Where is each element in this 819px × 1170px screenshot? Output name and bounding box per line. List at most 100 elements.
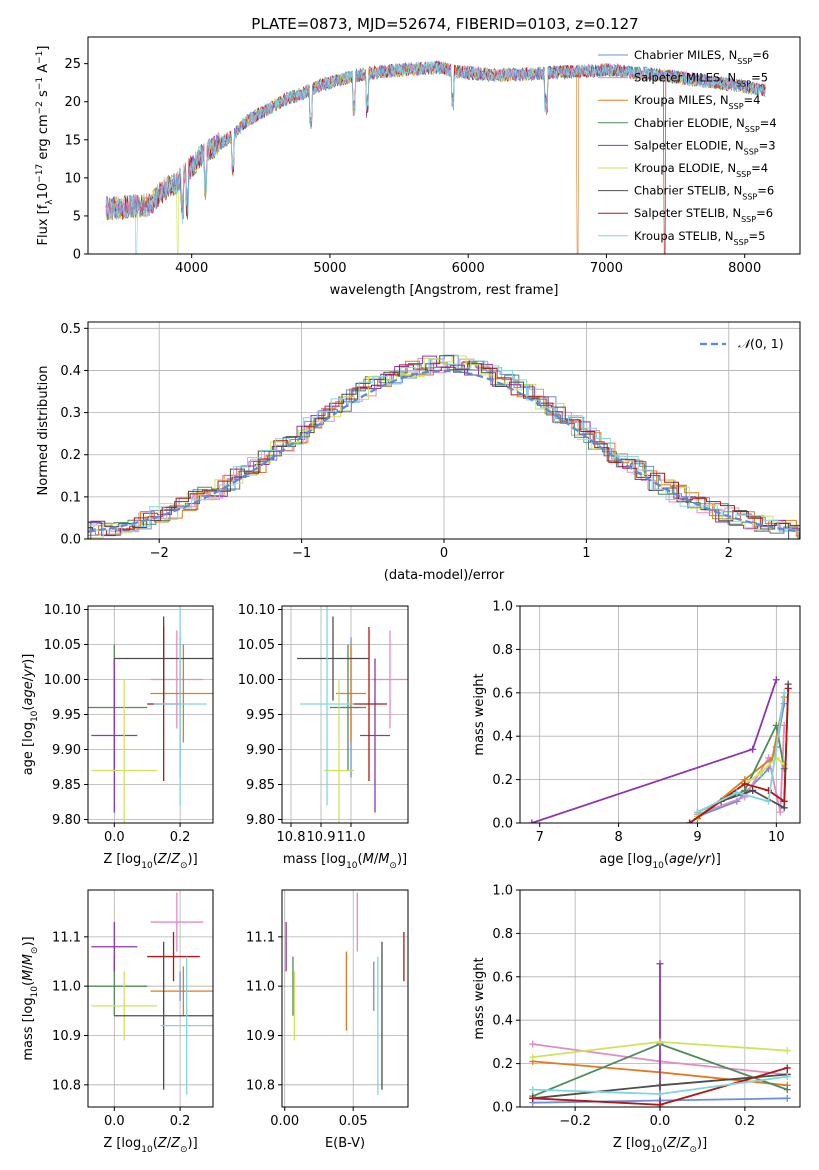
- x-axis-label: age [log10(age/yr)]: [599, 852, 721, 871]
- series-marker: [529, 1053, 537, 1061]
- data-point: [150, 644, 213, 743]
- label-part: Z: [170, 1136, 181, 1151]
- gridlines: [520, 605, 800, 824]
- label-part: M: [21, 970, 36, 981]
- label-part: 10: [30, 986, 40, 998]
- legend-suffix: =5: [751, 71, 768, 85]
- histogram-series: [88, 360, 800, 536]
- y-tick-label: 5: [73, 209, 81, 224]
- label-part: /: [167, 1136, 172, 1151]
- label-part: (: [153, 1136, 158, 1151]
- label-part: age: [669, 852, 693, 867]
- label-part: /: [167, 852, 172, 867]
- label-part: age [log: [599, 852, 652, 867]
- label-part: )]: [697, 1136, 707, 1151]
- series-marker: [656, 1101, 664, 1107]
- legend-entry: Kroupa STELIB, NSSP=5: [634, 229, 765, 247]
- series-marker: [529, 1086, 537, 1094]
- series-marker: [776, 808, 784, 816]
- spectrum-line: [105, 60, 766, 254]
- label-part: Z [log: [613, 1136, 651, 1151]
- label-part: (: [153, 852, 158, 867]
- x-tick-label: 0.0: [104, 830, 125, 845]
- legend-text: (0, 1): [750, 336, 784, 351]
- data-point: [91, 971, 158, 1041]
- x-tick-label: 1: [582, 546, 590, 561]
- label-part: ⊙: [389, 861, 397, 871]
- axes-frame: [87, 36, 801, 255]
- data-point: [150, 892, 204, 952]
- axes-spectrum: 4000 5000 6000 7000 8000 0 5 10 15 20 25 wavelength…: [35, 36, 801, 298]
- label-part: Z [log: [103, 852, 141, 867]
- y-tick-label: 0.4: [492, 730, 513, 745]
- y-tick-label: 0.0: [492, 817, 513, 832]
- label-part: Z [log: [103, 1136, 141, 1151]
- y-tick-label: 9.95: [52, 708, 81, 723]
- y-tick-label: 0.4: [60, 364, 81, 379]
- y-tick-label: 11.0: [246, 980, 275, 995]
- label-part: )]: [21, 654, 36, 664]
- legend-suffix: =4: [760, 116, 777, 130]
- data-point: [114, 941, 213, 1090]
- series-marker: [783, 1047, 791, 1055]
- series-marker: [749, 786, 757, 794]
- x-tick-label: 10.8: [277, 830, 306, 845]
- legend-text: Kroupa STELIB, N: [634, 229, 734, 243]
- data-point: [351, 627, 387, 781]
- legend-subscript: SSP: [742, 192, 757, 201]
- label-part: yr: [21, 662, 36, 678]
- label-part: 10: [30, 710, 40, 722]
- y-tick-label: 11.0: [52, 980, 81, 995]
- axes-frame: [281, 889, 409, 1108]
- series-marker: [529, 1040, 537, 1048]
- y-tick-label: 9.85: [52, 778, 81, 793]
- label-part: )]: [21, 936, 36, 946]
- x-tick-label: 0.2: [735, 1114, 756, 1129]
- legend-suffix: =6: [756, 206, 773, 220]
- spectrum-line: [105, 61, 766, 254]
- label-part: −2: [35, 101, 45, 114]
- x-tick-label: 2: [725, 546, 733, 561]
- data-point: [297, 616, 369, 701]
- legend-entry: Chabrier MILES, NSSP=6: [634, 48, 769, 66]
- y-tick-label: 0.0: [492, 1101, 513, 1116]
- y-axis-label: mass [log10(M/M⊙)]: [21, 936, 40, 1060]
- label-part: )]: [711, 852, 721, 867]
- y-axis-label: mass weight: [472, 673, 487, 755]
- x-axis-label: Z [log10(Z/Z⊙)]: [103, 1136, 197, 1155]
- label-part: Z: [680, 1136, 691, 1151]
- legend-suffix: =3: [759, 138, 776, 152]
- x-tick-label: 0.05: [339, 1114, 368, 1129]
- y-tick-label: 0.1: [60, 490, 81, 505]
- legend-subscript: SSP: [736, 170, 751, 179]
- series-marker: [783, 1064, 791, 1072]
- series-marker: [733, 789, 741, 797]
- label-part: A: [36, 64, 51, 77]
- label-part: Z: [170, 852, 181, 867]
- label-part: M: [21, 954, 36, 965]
- data-point: [360, 658, 390, 813]
- legend-text: Chabrier STELIB, N: [634, 184, 742, 198]
- x-tick-label: 8: [614, 830, 622, 845]
- data-point: [330, 644, 366, 771]
- series-marker: [757, 769, 765, 777]
- label-part: −1: [35, 77, 45, 90]
- x-tick-label: 0.0: [104, 1114, 125, 1129]
- legend-entry: Chabrier ELODIE, NSSP=4: [634, 116, 777, 134]
- legend-subscript: SSP: [744, 147, 759, 156]
- y-tick-label: 10.05: [44, 638, 81, 653]
- data-point: [150, 630, 204, 729]
- plot-area: [88, 892, 213, 1095]
- label-part: /: [21, 676, 36, 681]
- x-tick-label: 7: [536, 830, 544, 845]
- legend-text: Chabrier MILES, N: [634, 48, 737, 62]
- legend-subscript: SSP: [734, 237, 749, 246]
- y-tick-label: 10.10: [238, 603, 275, 618]
- label-part: −1: [35, 51, 45, 64]
- histogram-series: [88, 357, 800, 533]
- legend-suffix: =6: [757, 184, 774, 198]
- x-tick-label: 4000: [175, 261, 208, 276]
- x-tick-label: 9: [693, 830, 701, 845]
